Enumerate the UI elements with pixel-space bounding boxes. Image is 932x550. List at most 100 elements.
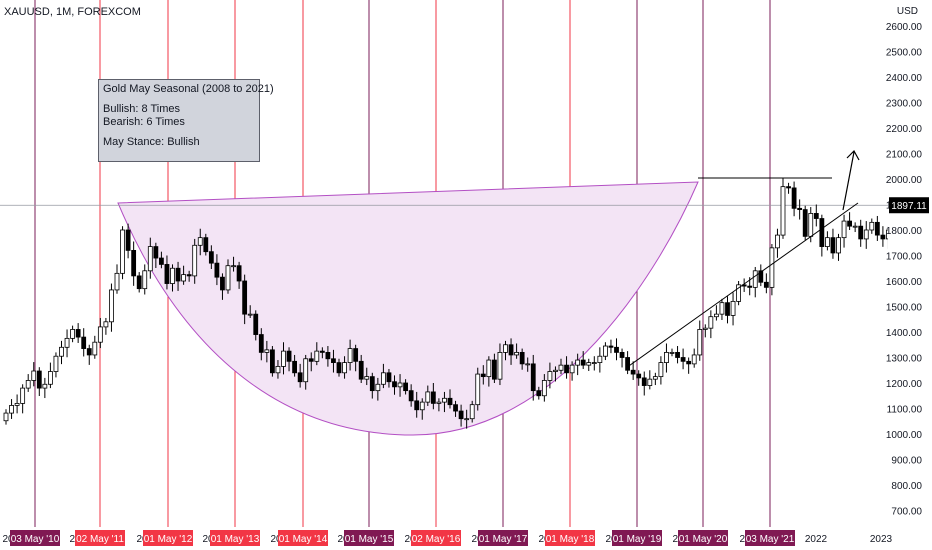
may-date-label: 01 May '18 bbox=[546, 534, 595, 545]
candle bbox=[242, 280, 248, 315]
candle bbox=[208, 251, 214, 264]
candle bbox=[736, 284, 741, 302]
x-tick-label: 2023 bbox=[870, 534, 893, 545]
candle bbox=[336, 362, 342, 374]
candle bbox=[14, 402, 20, 406]
candle bbox=[825, 237, 830, 247]
candle bbox=[403, 382, 409, 392]
candle bbox=[303, 358, 309, 383]
candle bbox=[664, 351, 669, 363]
candle bbox=[419, 401, 425, 411]
candle bbox=[253, 313, 259, 335]
candle bbox=[392, 381, 397, 388]
may-date-badge bbox=[75, 530, 125, 546]
rising-support-line[interactable] bbox=[625, 202, 859, 369]
candle bbox=[292, 360, 298, 374]
candle bbox=[597, 355, 603, 364]
candle bbox=[131, 249, 137, 277]
candle bbox=[175, 267, 181, 282]
candle bbox=[808, 213, 814, 237]
may-date-label: 01 May '20 bbox=[679, 534, 728, 545]
x-tick-label: 2022 bbox=[805, 534, 828, 545]
may-date-badge bbox=[344, 530, 394, 546]
candle bbox=[9, 405, 14, 414]
candle bbox=[636, 373, 642, 379]
candle bbox=[181, 274, 187, 282]
candle bbox=[297, 372, 303, 383]
candle bbox=[697, 329, 703, 356]
y-tick-label: 2000.00 bbox=[886, 175, 923, 186]
may-date-label: 03 May '10 bbox=[11, 534, 60, 545]
candle bbox=[647, 378, 653, 386]
breakout-arrow[interactable] bbox=[842, 150, 860, 211]
candle bbox=[375, 383, 381, 392]
cup-pattern bbox=[117, 181, 699, 436]
candle bbox=[608, 345, 614, 348]
candle bbox=[380, 372, 386, 385]
candle bbox=[586, 362, 592, 366]
may-date-label: 01 May '13 bbox=[211, 534, 260, 545]
y-axis-bg bbox=[888, 0, 932, 550]
candle bbox=[580, 359, 586, 366]
candle bbox=[786, 186, 791, 189]
candle bbox=[691, 354, 697, 365]
chart-title: XAUUSD, 1M, FOREXCOM bbox=[4, 6, 141, 18]
candle bbox=[353, 348, 359, 362]
candle bbox=[841, 220, 847, 239]
y-axis: USD 2600.00 2500.00 2400.00 2300.00 2200.00 21… bbox=[886, 0, 932, 550]
candle bbox=[164, 264, 170, 284]
candle bbox=[153, 246, 159, 259]
candle bbox=[486, 359, 492, 378]
may-date-label: 01 May '12 bbox=[144, 534, 193, 545]
candle bbox=[858, 225, 864, 240]
candle bbox=[725, 302, 730, 316]
candle bbox=[3, 412, 9, 422]
may-date-badge bbox=[478, 530, 528, 546]
y-tick-label: 900.00 bbox=[891, 456, 922, 467]
y-tick-label: 1000.00 bbox=[886, 430, 923, 441]
y-tick-label: 1300.00 bbox=[886, 354, 923, 365]
candle bbox=[314, 350, 320, 362]
candle bbox=[591, 362, 597, 365]
x-tick-label: 20 bbox=[538, 534, 550, 545]
candle bbox=[847, 220, 852, 227]
candle bbox=[553, 369, 558, 372]
candle bbox=[819, 218, 825, 247]
may-date-badge bbox=[278, 530, 328, 546]
y-tick-label: 1800.00 bbox=[886, 226, 923, 237]
candle bbox=[830, 237, 836, 254]
candle bbox=[236, 265, 242, 282]
x-tick-label: 20 bbox=[270, 534, 282, 545]
candle bbox=[170, 267, 175, 284]
y-tick-label: 2500.00 bbox=[886, 48, 923, 59]
may-date-badge bbox=[545, 530, 595, 546]
may-date-badge bbox=[612, 530, 662, 546]
y-tick-label: 1400.00 bbox=[886, 328, 923, 339]
candle bbox=[342, 362, 347, 374]
candle bbox=[575, 359, 581, 366]
x-tick-label: 20 bbox=[471, 534, 483, 545]
candle bbox=[775, 234, 780, 249]
candle bbox=[231, 265, 236, 268]
candle bbox=[220, 276, 225, 291]
candle bbox=[325, 351, 331, 360]
candle bbox=[103, 321, 109, 328]
y-tick-label: 700.00 bbox=[891, 507, 922, 518]
candle bbox=[519, 351, 525, 365]
candle bbox=[36, 370, 42, 389]
x-tick-label: 20 bbox=[2, 534, 14, 545]
candle bbox=[75, 329, 81, 338]
candle bbox=[281, 350, 286, 367]
candle bbox=[286, 350, 292, 362]
may-date-label: 01 May '14 bbox=[279, 534, 328, 545]
candle bbox=[331, 358, 336, 363]
seasonal-annotation-box[interactable]: Gold May Seasonal (2008 to 2021) Bullish… bbox=[98, 79, 274, 162]
candle bbox=[31, 370, 37, 381]
candle bbox=[308, 358, 314, 362]
candle bbox=[752, 270, 758, 288]
candle bbox=[714, 313, 719, 318]
may-date-label: 02 May '11 bbox=[76, 534, 124, 545]
candle bbox=[763, 281, 769, 288]
x-tick-label: 20 bbox=[337, 534, 349, 545]
